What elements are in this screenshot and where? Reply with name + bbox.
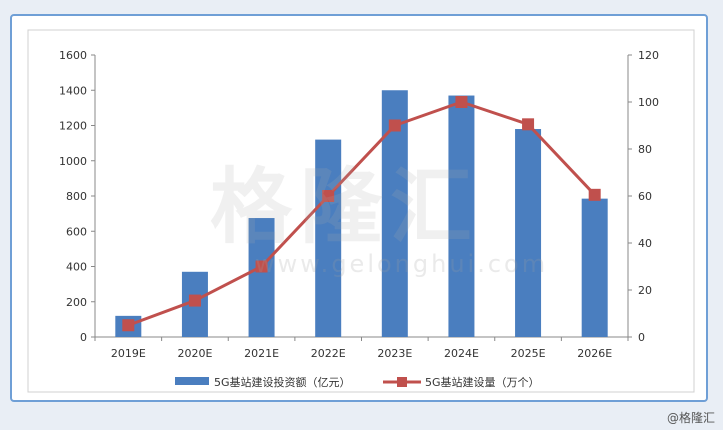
- bar-2021E: [248, 218, 275, 337]
- x-tick-label: 2019E: [111, 347, 146, 360]
- y-right-tick-label: 120: [638, 49, 659, 62]
- bar-2026E: [581, 198, 608, 337]
- y-right-tick-label: 100: [638, 96, 659, 109]
- x-tick-label: 2025E: [511, 347, 546, 360]
- x-tick-label: 2021E: [244, 347, 279, 360]
- y-left-tick-label: 400: [66, 261, 87, 274]
- y-right-tick-label: 0: [638, 331, 645, 344]
- y-left-tick-label: 800: [66, 190, 87, 203]
- y-right-tick-label: 20: [638, 284, 652, 297]
- x-tick-label: 2024E: [444, 347, 479, 360]
- line-point-2023E: [388, 119, 401, 132]
- bar-2025E: [515, 129, 542, 337]
- line-point-2022E: [322, 190, 335, 202]
- series-line: [127, 100, 596, 327]
- y-left-tick-label: 0: [80, 331, 87, 344]
- legend-bar-swatch: [175, 377, 209, 385]
- line-point-2021E: [255, 260, 268, 273]
- y-left-tick-label: 1400: [59, 84, 87, 97]
- y-left-tick-label: 1600: [59, 49, 87, 62]
- x-tick-label: 2022E: [311, 347, 346, 360]
- y-left-tick-label: 1200: [59, 120, 87, 133]
- y-right-tick-label: 40: [638, 237, 652, 250]
- x-tick-label: 2020E: [177, 347, 212, 360]
- corner-watermark: @格隆汇: [666, 411, 715, 425]
- line-point-2026E: [588, 188, 601, 201]
- y-left-tick-label: 200: [66, 296, 87, 309]
- bar-2022E: [315, 139, 342, 337]
- line-point-2025E: [522, 118, 535, 131]
- bar-2024E: [448, 95, 475, 337]
- y-left-tick-label: 1000: [59, 155, 87, 168]
- line-point-2024E: [455, 96, 468, 108]
- plot-area-border: [27, 29, 695, 393]
- legend-bar-label: 5G基站建设投资额（亿元）: [214, 375, 351, 389]
- x-tick-label: 2026E: [577, 347, 612, 360]
- y-right-tick-label: 60: [638, 190, 652, 203]
- legend-line-marker: [397, 377, 407, 387]
- y-right-tick-label: 80: [638, 143, 652, 156]
- x-tick-label: 2023E: [377, 347, 412, 360]
- line-point-2019E: [122, 319, 135, 332]
- y-left-tick-label: 600: [66, 225, 87, 238]
- legend-line-label: 5G基站建设量（万个）: [425, 375, 540, 389]
- line-point-2020E: [188, 294, 201, 307]
